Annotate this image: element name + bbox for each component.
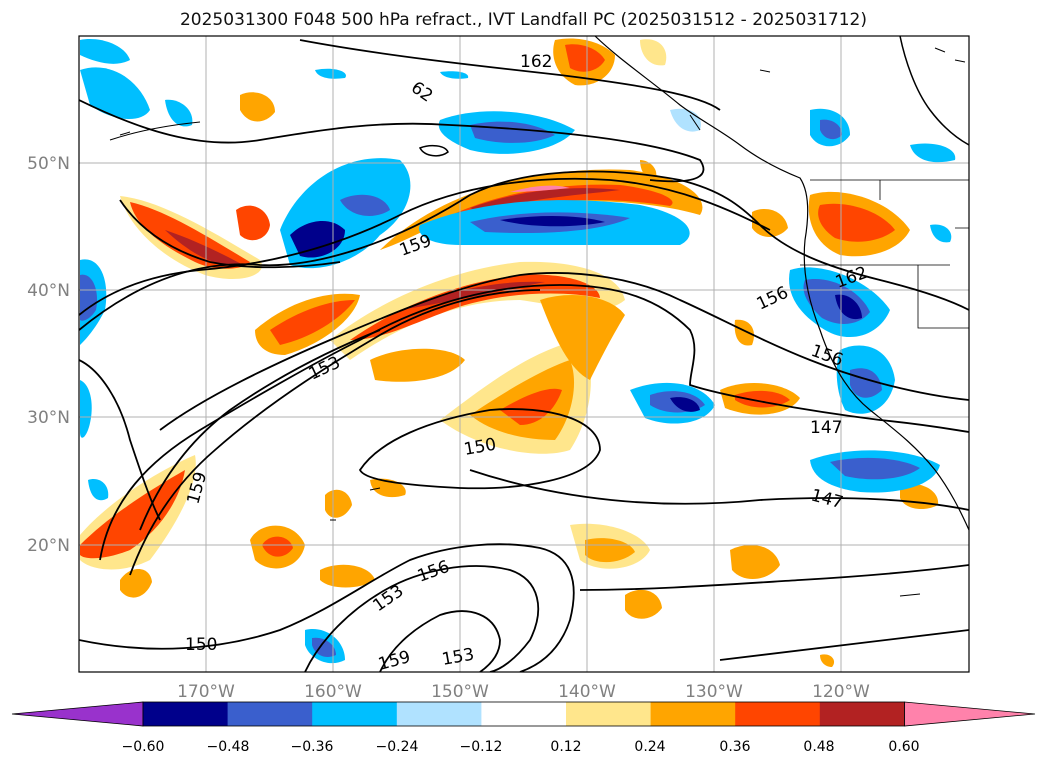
lat-label: 20°N [27, 536, 70, 556]
contour-label: 162 [520, 52, 552, 72]
map-title: 2025031300 F048 500 hPa refract., IVT La… [179, 10, 867, 30]
lon-label: 120°W [812, 682, 870, 702]
colorbar-tick: 0.24 [634, 739, 665, 755]
lon-label: 130°W [685, 682, 743, 702]
colorbar-outline [142, 701, 905, 727]
colorbar-tick: −0.36 [291, 739, 334, 755]
colorbar [11, 701, 1036, 727]
colorbar-tick: 0.12 [550, 739, 581, 755]
contour-label: 150 [185, 635, 217, 655]
coastlines [109, 36, 969, 597]
colorbar-swatch [481, 702, 567, 726]
lat-label: 30°N [27, 408, 70, 428]
colorbar-swatch [566, 702, 652, 726]
longitude-labels: 170°W 160°W 150°W 140°W 130°W 120°W [177, 682, 870, 702]
colorbar-tick: −0.12 [460, 739, 503, 755]
colorbar-extend-low [11, 701, 144, 727]
colorbar-tick: 0.60 [888, 739, 919, 755]
lon-label: 140°W [558, 682, 616, 702]
plot-frame [78, 35, 970, 673]
lon-label: 170°W [177, 682, 235, 702]
colorbar-extend-high [904, 701, 1036, 727]
colorbar-swatch [735, 702, 821, 726]
colorbar-tick: −0.60 [122, 739, 165, 755]
colorbar-tick-labels: −0.60 −0.48 −0.36 −0.24 −0.12 0.12 0.24 … [122, 739, 920, 755]
colorbar-swatch [650, 702, 736, 726]
contour-label: 147 [810, 418, 842, 438]
colorbar-tick: 0.48 [803, 739, 834, 755]
colorbar-tick: −0.24 [376, 739, 419, 755]
colorbar-swatch [819, 702, 905, 726]
colorbar-swatch [143, 702, 229, 726]
colorbar-swatch [396, 702, 482, 726]
lat-label: 50°N [27, 154, 70, 174]
height-contours [79, 39, 969, 672]
latitude-labels: 50°N 40°N 30°N 20°N [27, 154, 70, 556]
plot-area: 162 62 159 156 162 153 156 150 159 147 1… [79, 36, 969, 672]
lon-label: 160°W [304, 682, 362, 702]
colorbar-tick: 0.36 [719, 739, 750, 755]
colorbar-swatch [227, 702, 313, 726]
lon-label: 150°W [431, 682, 489, 702]
colorbar-tick: −0.48 [207, 739, 250, 755]
colorbar-swatch [312, 702, 398, 726]
lat-label: 40°N [27, 281, 70, 301]
negative-anomaly-fields [80, 39, 956, 664]
